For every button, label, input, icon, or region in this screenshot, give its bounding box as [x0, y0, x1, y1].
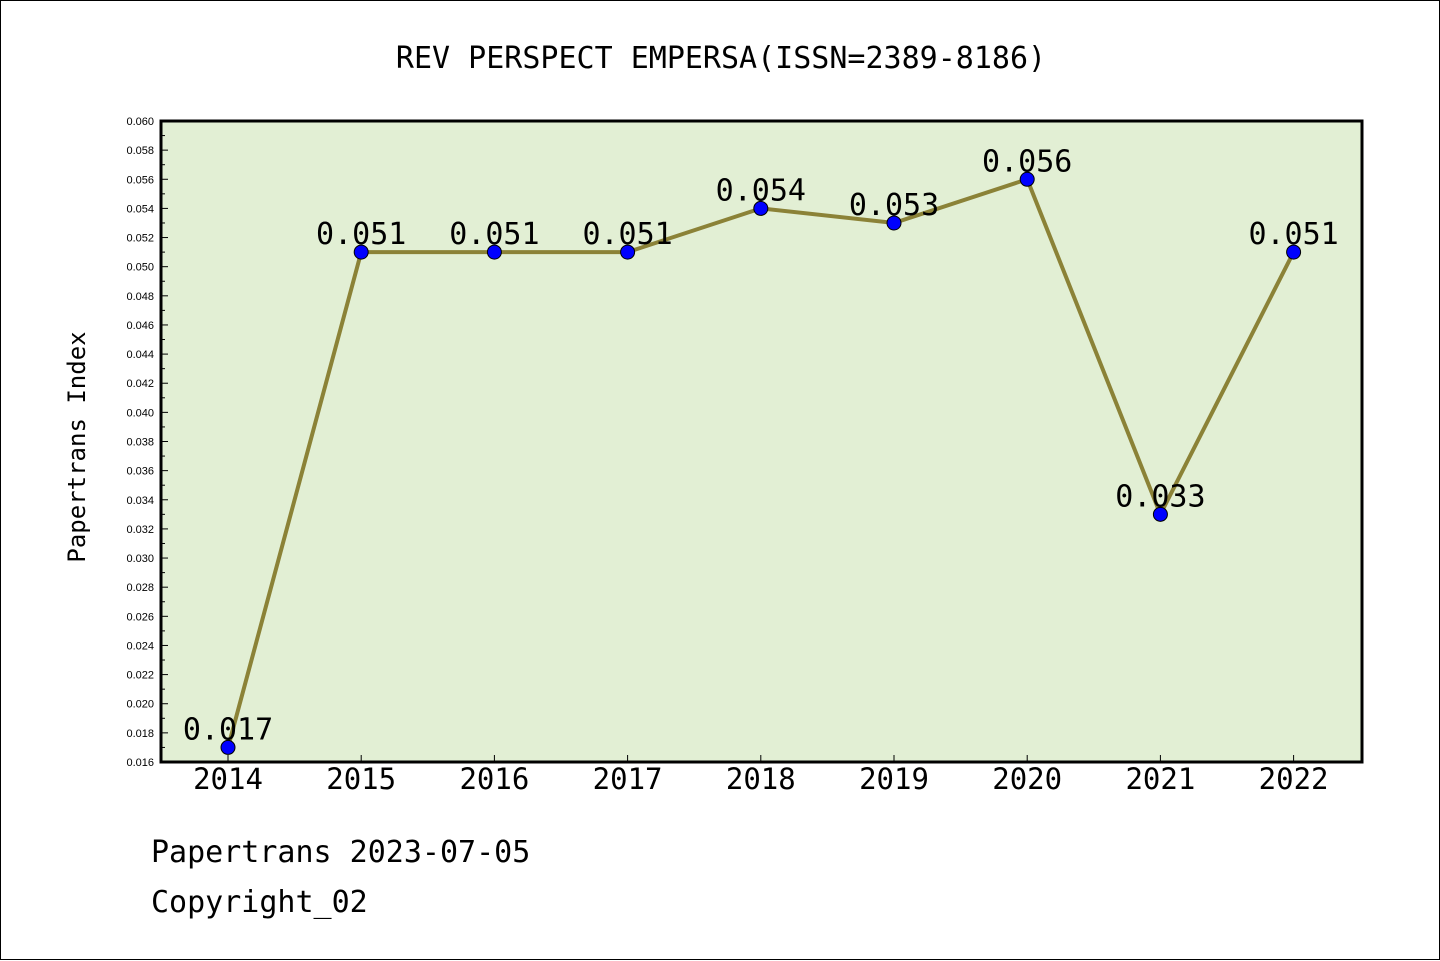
y-tick-label: 0.036: [126, 466, 154, 478]
y-tick-label: 0.046: [126, 320, 154, 332]
data-label: 0.051: [449, 217, 539, 252]
data-label: 0.053: [849, 188, 939, 223]
x-tick-label: 2021: [1125, 762, 1195, 796]
y-tick-label: 0.018: [126, 728, 154, 740]
data-label: 0.033: [1115, 479, 1205, 514]
y-tick-label: 0.020: [126, 699, 154, 711]
y-tick-label: 0.044: [126, 349, 154, 361]
y-tick-label: 0.016: [126, 757, 154, 769]
data-point: [886, 215, 902, 231]
y-tick-label: 0.038: [126, 437, 154, 449]
data-point: [486, 244, 502, 260]
y-tick-label: 0.060: [126, 116, 154, 128]
data-label: 0.051: [582, 217, 672, 252]
x-tick-label: 2015: [326, 762, 396, 796]
x-tick-label: 2014: [193, 762, 263, 796]
x-tick-label: 2017: [593, 762, 663, 796]
y-tick-label: 0.048: [126, 291, 154, 303]
x-tick-label: 2022: [1259, 762, 1329, 796]
data-point: [1019, 171, 1035, 187]
x-tick-label: 2018: [726, 762, 796, 796]
plot-area: [159, 119, 1364, 764]
x-tick-label: 2016: [459, 762, 529, 796]
footer-copyright: Copyright_02: [151, 885, 368, 920]
y-tick-label: 0.058: [126, 145, 154, 157]
y-axis-ticks: 0.016 0.018 0.020 0.022 0.024 0.026 0.028 0.030…: [126, 116, 168, 769]
y-tick-label: 0.024: [126, 640, 154, 652]
y-tick-label: 0.022: [126, 670, 154, 682]
data-point: [620, 244, 636, 260]
y-tick-label: 0.050: [126, 262, 154, 274]
data-label: 0.056: [982, 144, 1072, 179]
data-label: 0.017: [183, 712, 273, 747]
y-tick-label: 0.034: [126, 495, 154, 507]
y-tick-label: 0.054: [126, 203, 154, 215]
x-tick-label: 2020: [992, 762, 1062, 796]
series-layer: 0.017 0.051 0.051 0.051 0.054 0.053 0.056 0.033…: [183, 144, 1339, 755]
data-label: 0.051: [316, 217, 406, 252]
data-point: [1152, 506, 1168, 522]
y-axis-label: Papertrans Index: [63, 331, 91, 562]
y-tick-label: 0.026: [126, 611, 154, 623]
y-tick-label: 0.042: [126, 378, 154, 390]
x-axis-ticks: 2014 2015 2016 2017 2018 2019 2020 2021 2022: [193, 755, 1329, 796]
x-tick-label: 2019: [859, 762, 929, 796]
data-point: [220, 739, 236, 755]
data-point: [753, 200, 769, 216]
y-tick-label: 0.052: [126, 233, 154, 245]
y-tick-label: 0.030: [126, 553, 154, 565]
y-tick-label: 0.056: [126, 174, 154, 186]
footer-credit: Papertrans 2023-07-05: [151, 835, 531, 870]
data-point: [1286, 244, 1302, 260]
data-label: 0.054: [716, 173, 806, 208]
y-tick-label: 0.040: [126, 407, 154, 419]
data-label: 0.051: [1248, 217, 1338, 252]
chart-title: REV PERSPECT EMPERSA(ISSN=2389-8186): [396, 41, 1046, 76]
y-tick-label: 0.032: [126, 524, 154, 536]
y-tick-label: 0.028: [126, 582, 154, 594]
data-point: [353, 244, 369, 260]
